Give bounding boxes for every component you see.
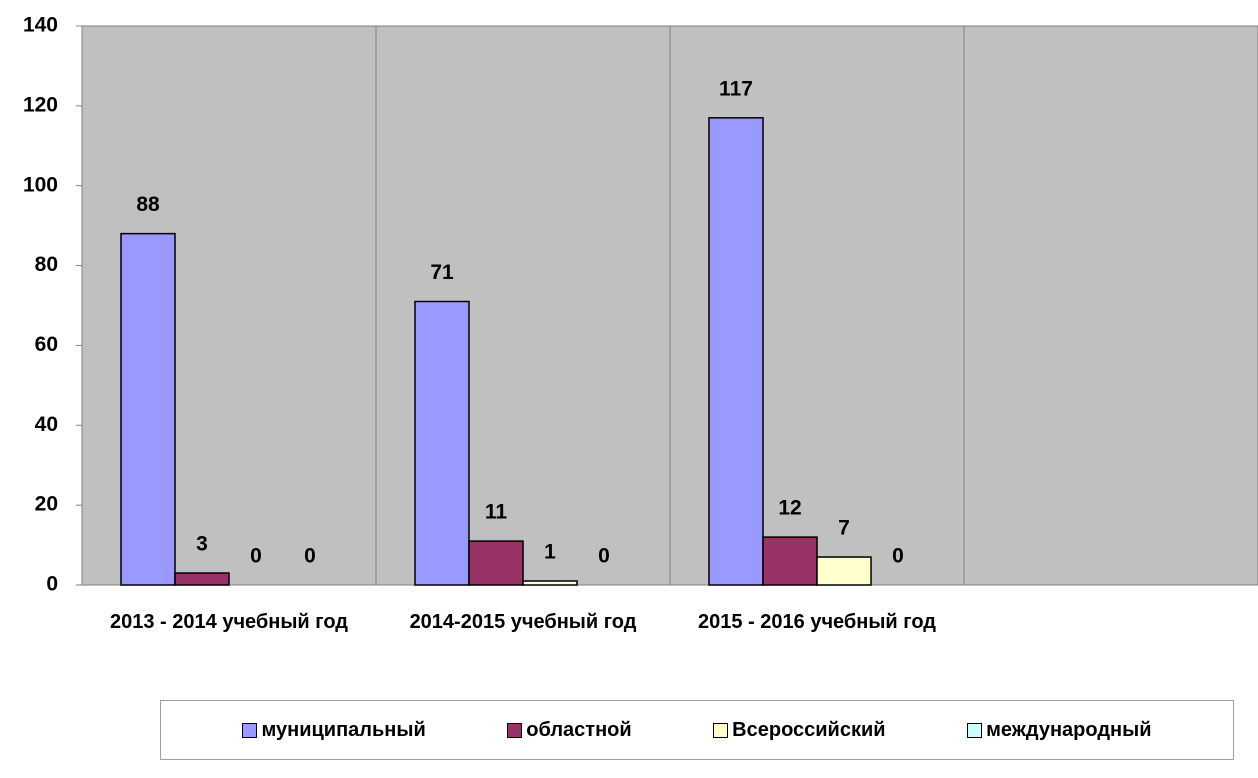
- data-label: 117: [719, 77, 753, 100]
- y-tick-label: 20: [35, 493, 58, 516]
- data-label: 0: [250, 545, 262, 568]
- x-tick-label: 2013 - 2014 учебный год: [110, 611, 348, 633]
- legend-item: Всероссийский: [713, 718, 886, 742]
- data-label: 1: [544, 541, 556, 564]
- legend-label: международный: [986, 718, 1152, 741]
- legend-item: международный: [967, 719, 1151, 742]
- bar: [120, 232, 176, 586]
- bar: [708, 117, 764, 586]
- y-tick-label: 60: [35, 333, 58, 356]
- legend-label: муниципальный: [261, 718, 426, 741]
- bar: [762, 536, 818, 586]
- data-label: 0: [304, 545, 316, 568]
- legend-item: областной: [507, 718, 632, 742]
- data-label: 12: [778, 497, 801, 520]
- legend-swatch: [713, 722, 729, 738]
- data-label: 11: [485, 501, 508, 524]
- data-label: 0: [892, 545, 904, 568]
- y-tick-label: 80: [35, 253, 58, 276]
- legend-swatch: [507, 722, 523, 738]
- bar: [816, 556, 872, 586]
- y-tick-label: 100: [23, 173, 58, 196]
- y-tick-label: 140: [23, 14, 58, 37]
- legend: муниципальный областной Всероссийский между…: [160, 700, 1234, 760]
- legend-label: областной: [526, 718, 632, 741]
- data-label: 3: [196, 533, 208, 556]
- x-tick-label: 2015 - 2016 учебный год: [698, 611, 936, 633]
- bar: [522, 580, 578, 586]
- legend-item: муниципальный: [242, 718, 426, 742]
- legend-swatch: [967, 722, 983, 738]
- data-label: 7: [838, 517, 850, 540]
- data-label: 71: [430, 261, 454, 284]
- bar: [414, 300, 470, 586]
- y-tick-label: 0: [46, 573, 58, 596]
- bar: [174, 572, 230, 586]
- legend-swatch: [242, 722, 258, 738]
- data-label: 88: [136, 193, 160, 216]
- legend-label: Всероссийский: [732, 718, 886, 741]
- y-tick-label: 40: [35, 413, 58, 436]
- x-tick-label: 2014-2015 учебный год: [409, 611, 637, 633]
- y-tick-label: 120: [23, 93, 58, 116]
- data-label: 0: [598, 545, 610, 568]
- bar: [468, 540, 524, 586]
